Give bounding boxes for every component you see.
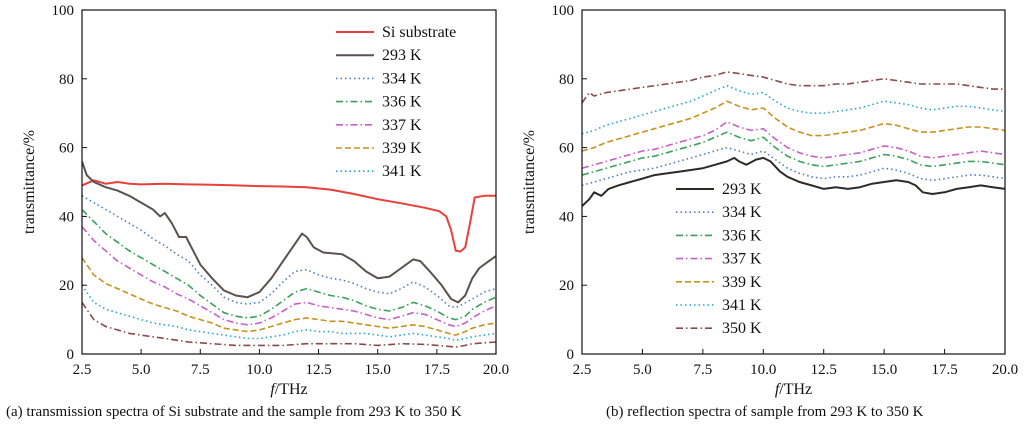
x-tick-label: 10.0	[750, 362, 776, 378]
series-line-293-k	[582, 156, 1005, 207]
x-tick-label: 17.5	[424, 362, 450, 378]
legend-label: 339 K	[722, 274, 762, 291]
legend-label: 336 K	[382, 94, 422, 111]
legend-label: 337 K	[722, 251, 762, 268]
legend-label: 341 K	[382, 163, 422, 180]
x-tick-label: 10.0	[246, 362, 272, 378]
series-line-339-k	[582, 100, 1005, 152]
series-line-unlabeled-7	[82, 301, 496, 348]
y-tick-label: 20	[59, 278, 74, 294]
x-tick-label: 7.5	[191, 362, 210, 378]
series-line-339-k	[82, 257, 496, 336]
y-tick-label: 0	[567, 347, 575, 363]
series-line-341-k	[582, 84, 1005, 135]
x-axis-label: f/THz	[775, 381, 812, 398]
x-tick-label: 12.5	[811, 362, 837, 378]
x-tick-label: 5.0	[633, 362, 652, 378]
y-tick-label: 100	[52, 3, 75, 19]
y-tick-label: 20	[559, 278, 574, 294]
x-axis-label: f/THz	[270, 381, 307, 398]
legend-label: 350 K	[722, 320, 762, 337]
x-axis-label-unit: /THz	[275, 381, 308, 398]
x-tick-label: 12.5	[305, 362, 331, 378]
chart-b: 2.5 5.0 7.5 10.0 12.5 15.0 17.5 20.0 0 20 40 60 80 10…	[521, 3, 1018, 398]
x-axis-label-italic: f	[775, 381, 782, 398]
chart-a: 2.5 5.0 7.5 10.0 12.5 15.0 17.5 20.0 0 20 40 60 80 10…	[21, 3, 509, 398]
series-line-si-substrate	[82, 179, 496, 253]
y-tick-label: 40	[59, 209, 74, 225]
x-tick-label: 15.0	[871, 362, 897, 378]
series-line-337-k	[82, 226, 496, 328]
y-axis-label: transmittance/%	[21, 130, 38, 234]
series-line-350-k	[582, 71, 1005, 104]
y-tick-label: 80	[559, 72, 574, 88]
caption-a: (a) transmission spectra of Si substrate…	[6, 404, 462, 420]
legend-label: 341 K	[722, 297, 762, 314]
caption-b: (b) reflection spectra of sample from 29…	[606, 404, 924, 420]
y-tick-label: 60	[59, 141, 74, 157]
legend-label: 337 K	[382, 117, 422, 134]
legend-label: 293 K	[382, 47, 422, 64]
x-tick-label: 17.5	[931, 362, 957, 378]
x-tick-label: 7.5	[693, 362, 712, 378]
legend-label: Si substrate	[382, 24, 456, 41]
y-tick-label: 60	[559, 141, 574, 157]
series-line-334-k	[582, 146, 1005, 187]
series-line-341-k	[82, 284, 496, 341]
series-line-293-k	[82, 161, 496, 304]
legend-a: Si substrate 293 K 334 K 336 K 337 K 339 K 341…	[336, 24, 456, 180]
y-tick-label: 100	[552, 3, 575, 19]
legend-label: 336 K	[722, 227, 762, 244]
series-group-b	[582, 71, 1005, 207]
series-group-a	[82, 161, 496, 348]
x-tick-label: 2.5	[73, 362, 92, 378]
x-tick-label: 5.0	[132, 362, 151, 378]
series-line-336-k	[82, 208, 496, 321]
x-axis-label-unit: /THz	[779, 381, 812, 398]
y-tick-label: 40	[559, 209, 574, 225]
legend-label: 334 K	[722, 204, 762, 221]
x-axis-label-italic: f	[270, 381, 277, 398]
y-axis-label: transmittance/%	[521, 130, 538, 234]
y-tick-label: 0	[67, 347, 75, 363]
x-tick-label: 20.0	[483, 362, 509, 378]
legend-label: 334 K	[382, 70, 422, 87]
x-tick-label: 15.0	[365, 362, 391, 378]
series-line-336-k	[582, 131, 1005, 176]
legend-b: 293 K 334 K 336 K 337 K 339 K 341 K 350 K	[676, 181, 762, 337]
x-tick-label: 20.0	[992, 362, 1018, 378]
legend-label: 339 K	[382, 140, 422, 157]
plot-frame-b	[581, 9, 1006, 355]
x-tick-label: 2.5	[573, 362, 592, 378]
plot-frame-a	[81, 9, 497, 355]
series-line-337-k	[582, 121, 1005, 169]
y-tick-label: 80	[59, 72, 74, 88]
legend-label: 293 K	[722, 181, 762, 198]
